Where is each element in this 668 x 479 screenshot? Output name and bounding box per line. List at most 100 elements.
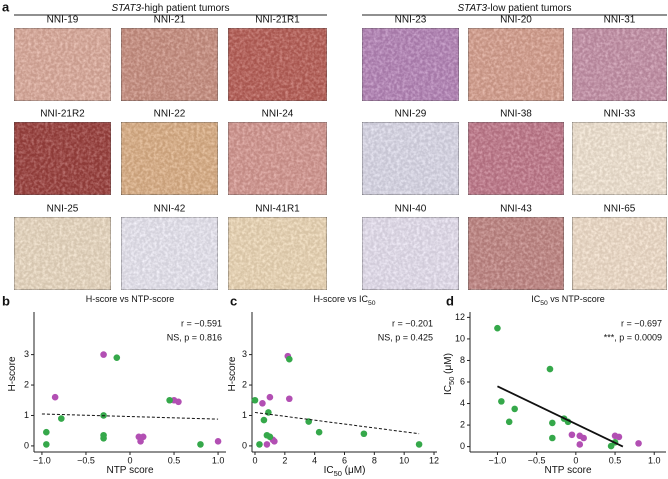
micrograph xyxy=(120,121,219,196)
micrograph xyxy=(13,216,112,291)
data-point xyxy=(549,419,556,427)
x-tick-label: 0.5 xyxy=(609,455,622,465)
data-point xyxy=(166,396,173,404)
text-part: H-score vs IC xyxy=(313,294,368,304)
micrograph xyxy=(227,216,328,291)
micrograph xyxy=(120,216,219,291)
data-point xyxy=(43,441,50,448)
x-tick-label: −0.5 xyxy=(77,455,95,465)
x-tick-label: 4 xyxy=(312,455,317,465)
data-point xyxy=(607,442,615,450)
text-part: H-score xyxy=(7,356,18,391)
data-point xyxy=(100,435,107,442)
stat-text: ***, p = 0.0009 xyxy=(604,332,662,342)
x-tick-label: 1.0 xyxy=(212,455,225,465)
sample-label: NNI-29 xyxy=(395,109,427,120)
subscript: 50 xyxy=(540,300,548,307)
sample-label: NNI-24 xyxy=(262,109,294,120)
data-point xyxy=(635,440,642,447)
data-point xyxy=(285,355,293,363)
y-tick-label: 0 xyxy=(24,440,29,450)
x-tick-label: 0.5 xyxy=(168,455,181,465)
trend-line xyxy=(41,413,219,420)
y-axis-label: IC50 (μM) xyxy=(443,353,457,395)
sample-label: NNI-40 xyxy=(395,204,427,215)
sample-label: NNI-41R1 xyxy=(255,204,300,215)
y-tick-label: 6 xyxy=(460,376,465,386)
x-tick-label: 10 xyxy=(399,455,409,465)
data-point xyxy=(43,428,50,436)
data-point xyxy=(197,441,204,448)
y-tick-label: 2 xyxy=(242,379,247,389)
data-point xyxy=(549,434,556,442)
stat-text: r = −0.591 xyxy=(181,318,222,328)
y-tick-label: 8 xyxy=(460,355,465,365)
data-point xyxy=(546,365,554,373)
subscript: 50 xyxy=(334,469,342,478)
x-tick-label: 0 xyxy=(252,455,257,465)
y-axis-label: H-score xyxy=(227,356,238,391)
stat-text: r = −0.697 xyxy=(621,318,662,328)
stat-text: NS, p = 0.425 xyxy=(378,332,433,342)
sample-label: NNI-42 xyxy=(154,204,186,215)
micrograph xyxy=(120,27,219,102)
gene-name: STAT3 xyxy=(457,3,487,14)
data-point xyxy=(568,431,576,439)
data-point xyxy=(260,416,268,424)
y-tick-label: 1 xyxy=(24,410,29,420)
x-axis-label: IC50 (μM) xyxy=(324,465,366,479)
micrograph xyxy=(467,27,565,102)
sample-label: NNI-65 xyxy=(604,204,636,215)
text-part: (μM) xyxy=(443,353,454,377)
gene-name: STAT3 xyxy=(111,3,141,14)
data-point xyxy=(266,393,274,401)
x-tick-label: 12 xyxy=(429,455,439,465)
data-point xyxy=(580,434,587,442)
micrograph xyxy=(13,121,112,196)
data-point xyxy=(511,405,518,413)
data-point xyxy=(51,393,59,401)
sample-label: NNI-21R1 xyxy=(255,15,300,26)
data-point xyxy=(415,441,423,448)
data-point xyxy=(263,441,271,448)
group-title-rest: -high patient tumors xyxy=(141,3,229,14)
data-point xyxy=(113,354,121,361)
text-part: H-score vs NTP-score xyxy=(86,294,175,304)
data-point xyxy=(615,433,623,441)
micrograph xyxy=(571,27,668,102)
y-tick-label: 4 xyxy=(460,398,465,408)
x-tick-label: 1.0 xyxy=(648,455,661,465)
sample-label: NNI-22 xyxy=(154,109,186,120)
text-part: IC xyxy=(443,385,454,395)
chart-title: IC50 vs NTP-score xyxy=(531,294,605,307)
chart-title: H-score vs IC50 xyxy=(313,294,375,307)
panel-label: a xyxy=(2,0,10,14)
micrograph xyxy=(361,27,460,102)
x-tick-label: −1.0 xyxy=(489,455,507,465)
x-tick-label: −1.0 xyxy=(33,455,51,465)
panel-label: d xyxy=(446,293,454,308)
y-tick-label: 0 xyxy=(460,441,465,451)
text-part: H-score xyxy=(227,356,238,391)
sample-label: NNI-19 xyxy=(47,15,79,26)
data-point xyxy=(58,415,65,422)
micrograph xyxy=(361,121,460,196)
trend-line xyxy=(254,411,420,435)
chart-title: H-score vs NTP-score xyxy=(86,294,175,304)
data-point xyxy=(505,418,513,426)
subscript: 50 xyxy=(368,300,376,307)
data-point xyxy=(137,438,144,445)
stat-text: r = −0.201 xyxy=(392,318,433,328)
text-part: IC xyxy=(324,465,334,476)
sample-label: NNI-25 xyxy=(47,204,79,215)
text-part: NTP score xyxy=(106,465,153,476)
x-tick-label: 0 xyxy=(127,455,132,465)
data-point xyxy=(494,324,501,332)
x-tick-label: −0.5 xyxy=(528,455,546,465)
y-tick-label: 2 xyxy=(24,379,29,389)
sample-label: NNI-23 xyxy=(395,15,427,26)
data-point xyxy=(266,433,274,441)
trend-line xyxy=(497,385,624,448)
